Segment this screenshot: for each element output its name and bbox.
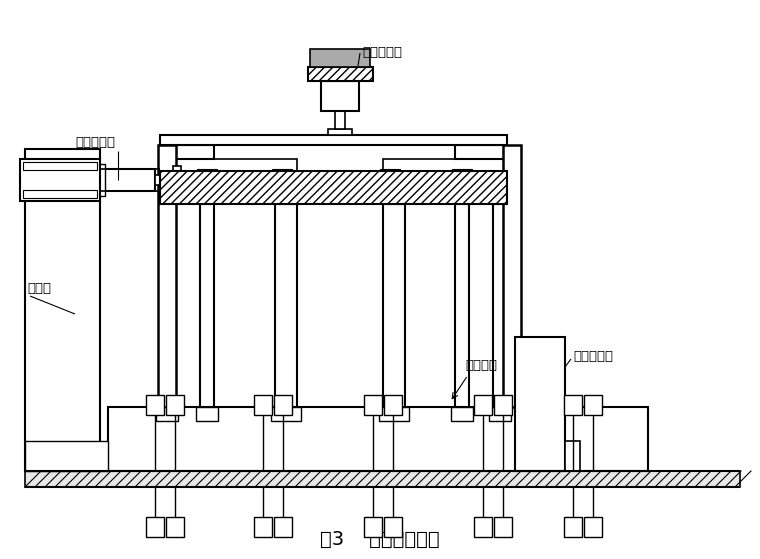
Bar [383, 159, 507, 171]
Bar [23, 190, 97, 198]
Bar [158, 145, 176, 407]
Bar [274, 517, 292, 537]
Bar [379, 407, 409, 421]
Bar [155, 175, 173, 185]
Bar [166, 517, 184, 537]
Bar [310, 49, 370, 67]
Bar [308, 67, 373, 81]
Bar [160, 204, 174, 407]
Bar [455, 145, 507, 159]
Bar [384, 517, 402, 537]
Bar [364, 517, 382, 537]
Bar [328, 129, 352, 135]
Bar [196, 407, 218, 421]
Bar [25, 149, 100, 471]
Bar [20, 159, 100, 201]
Bar [146, 395, 164, 415]
Bar [383, 204, 405, 407]
Bar [197, 169, 217, 177]
Bar [146, 517, 164, 537]
Bar [271, 407, 301, 421]
Bar [100, 169, 155, 191]
Text: 地脚螺栓: 地脚螺栓 [465, 359, 497, 372]
Bar [321, 81, 359, 111]
Bar [364, 395, 382, 415]
Bar [564, 395, 582, 415]
Bar [25, 471, 740, 487]
Bar [25, 441, 108, 471]
Bar [272, 169, 292, 177]
Text: 竖向千斤顶: 竖向千斤顶 [362, 46, 402, 59]
Bar [565, 441, 580, 471]
Bar [584, 395, 602, 415]
Bar [97, 164, 105, 196]
Bar [108, 407, 648, 471]
Bar [274, 395, 292, 415]
Bar [335, 111, 345, 129]
Bar [160, 159, 297, 171]
Bar [494, 395, 512, 415]
Bar [160, 145, 214, 159]
Text: 反力墙: 反力墙 [27, 282, 51, 296]
Bar [564, 517, 582, 537]
Bar [384, 395, 402, 415]
Bar [275, 204, 297, 407]
Bar [156, 407, 178, 421]
Bar [584, 517, 602, 537]
Bar [23, 162, 97, 170]
Bar [474, 395, 492, 415]
Text: 水平千斤顶: 水平千斤顶 [75, 136, 115, 149]
Bar [493, 204, 507, 407]
Bar [451, 407, 473, 421]
Bar [200, 204, 214, 407]
Bar [254, 395, 272, 415]
Bar [452, 169, 472, 177]
Bar [474, 517, 492, 537]
Text: 水平限位架: 水平限位架 [573, 350, 613, 363]
Bar [160, 171, 507, 204]
Bar [380, 169, 400, 177]
Bar [455, 204, 469, 407]
Bar [254, 517, 272, 537]
Bar [515, 337, 565, 471]
Bar [166, 395, 184, 415]
Bar [160, 135, 507, 145]
Bar [489, 407, 511, 421]
Bar [173, 166, 181, 194]
Text: 图3    试验加载装置: 图3 试验加载装置 [320, 529, 440, 548]
Bar [494, 517, 512, 537]
Bar [503, 145, 521, 407]
